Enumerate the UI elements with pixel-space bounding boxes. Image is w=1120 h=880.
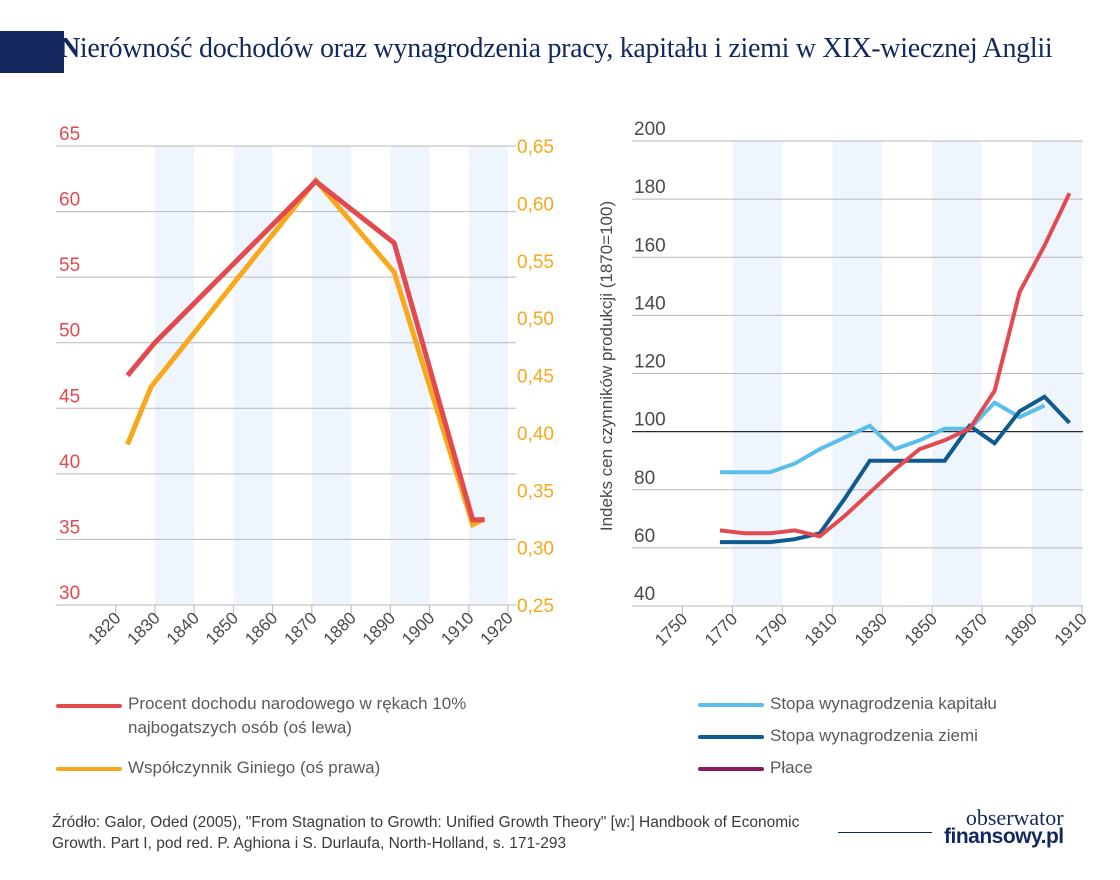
- x-tick-label: 1910: [1051, 609, 1091, 649]
- x-tick-label: 1870: [951, 609, 991, 649]
- shaded-band-3: [390, 146, 430, 605]
- right-y-tick-label: 0,45: [517, 367, 554, 388]
- legend-right: Stopa wynagrodzenia kapitału Stopa wynag…: [698, 692, 1098, 792]
- left-y-tick-label: 30: [59, 583, 80, 604]
- legend-swatch-top10: [56, 704, 122, 708]
- logo-line2: finansowy.pl: [944, 825, 1064, 848]
- x-tick-label: 1750: [651, 609, 691, 649]
- legend-label-top10: Procent dochodu narodowego w rękach 10% …: [128, 692, 466, 740]
- x-tick-label: 1880: [320, 608, 360, 648]
- y-tick-label: 100: [634, 410, 666, 431]
- series-line-wages: [719, 192, 1072, 539]
- y-tick-label: 120: [634, 352, 666, 373]
- legend-swatch-land: [698, 735, 764, 739]
- legend-label-land: Stopa wynagrodzenia ziemi: [770, 726, 978, 745]
- x-tick-label: 1840: [163, 608, 203, 648]
- title-rest: ierówność dochodów oraz wynagrodzenia pr…: [79, 33, 1053, 64]
- x-tick-label: 1830: [851, 609, 891, 649]
- legend-swatch-gini: [56, 767, 122, 771]
- title-accent-block: [0, 31, 64, 73]
- y-tick-label: 60: [634, 526, 655, 547]
- legend-swatch-wages: [698, 767, 764, 771]
- title-first-letter: N: [60, 33, 80, 64]
- source-note: Źródło: Galor, Oded (2005), "From Stagna…: [52, 812, 799, 854]
- shaded-band-2: [311, 146, 352, 605]
- y-tick-label: 160: [634, 235, 666, 256]
- right-y-tick-label: 0,60: [517, 194, 554, 215]
- left-y-tick-label: 35: [59, 517, 80, 538]
- right-y-tick-label: 0,50: [517, 309, 554, 330]
- legend-label-capital: Stopa wynagrodzenia kapitału: [770, 694, 997, 713]
- x-tick-label: 1850: [202, 608, 242, 648]
- left-y-tick-label: 60: [59, 190, 80, 211]
- source-line1: Źródło: Galor, Oded (2005), "From Stagna…: [52, 814, 800, 831]
- shaded-band-1: [233, 146, 273, 605]
- right-y-tick-label: 0,30: [517, 539, 554, 560]
- series-line-gini: [125, 176, 486, 529]
- legend-label-wages: Płace: [770, 758, 813, 777]
- legend-left: Procent dochodu narodowego w rękach 10% …: [56, 692, 576, 792]
- series-line-capital: [719, 400, 1046, 475]
- y-tick-label: 140: [634, 293, 666, 314]
- x-tick-label: 1890: [1001, 609, 1041, 649]
- y-tick-label: 40: [634, 584, 655, 605]
- chart-title: Nierówność dochodów oraz wynagrodzenia p…: [60, 33, 1053, 65]
- logo-line1: obserwator: [965, 805, 1064, 830]
- source-line2: Growth. Part I, pod red. P. Aghiona i S.…: [52, 835, 567, 852]
- x-tick-label: 1920: [477, 608, 517, 648]
- left-y-tick-label: 55: [59, 255, 80, 276]
- y-tick-label: 200: [634, 119, 666, 140]
- x-tick-label: 1860: [241, 608, 281, 648]
- right-y-tick-label: 0,40: [517, 424, 554, 445]
- left-y-tick-label: 45: [59, 386, 80, 407]
- x-tick-label: 1810: [801, 609, 841, 649]
- x-tick-label: 1910: [437, 608, 477, 648]
- x-tick-label: 1850: [901, 609, 941, 649]
- logo: obserwator finansowy.pl: [944, 805, 1064, 848]
- x-tick-label: 1770: [701, 609, 741, 649]
- y-axis-label: Indeks cen czynników produkcji (1870=100…: [597, 201, 616, 531]
- right-y-tick-label: 0,55: [517, 252, 554, 273]
- legend-label-top10-line1: Procent dochodu narodowego w rękach 10%: [128, 694, 467, 713]
- left-chart: 30 35 40 45 50 55 60 65 0,25 0,30 0,35 0,40 0,45 0,50…: [56, 124, 554, 649]
- title-bar: Nierówność dochodów oraz wynagrodzenia p…: [0, 31, 1120, 73]
- source-divider: [838, 832, 932, 833]
- series-line-top10: [125, 178, 485, 523]
- shaded-band-4: [468, 146, 508, 605]
- left-y-tick-label: 65: [59, 124, 80, 145]
- x-tick-label: 1820: [84, 608, 124, 648]
- left-y-tick-label: 40: [59, 452, 80, 473]
- x-tick-label: 1790: [751, 609, 791, 649]
- y-tick-label: 80: [634, 468, 655, 489]
- legend-swatch-capital: [698, 703, 764, 707]
- legend-label-top10-line2: najbogatszych osób (oś lewa): [128, 718, 352, 737]
- series-line-land: [719, 394, 1071, 545]
- legend-label-gini: Współczynnik Giniego (oś prawa): [128, 758, 381, 777]
- y-tick-label: 180: [634, 177, 666, 198]
- x-tick-label: 1870: [280, 608, 320, 648]
- right-y-tick-label: 0,65: [517, 137, 554, 158]
- x-tick-label: 1890: [359, 608, 399, 648]
- right-y-tick-label: 0,35: [517, 481, 554, 502]
- right-chart: 40 60 80 100 120 140 160 180 200 1750 1770 1790 1810…: [597, 119, 1091, 650]
- x-tick-label: 1830: [124, 608, 164, 648]
- left-y-tick-label: 50: [59, 321, 80, 342]
- x-tick-label: 1900: [398, 608, 438, 648]
- right-y-tick-label: 0,25: [517, 596, 554, 617]
